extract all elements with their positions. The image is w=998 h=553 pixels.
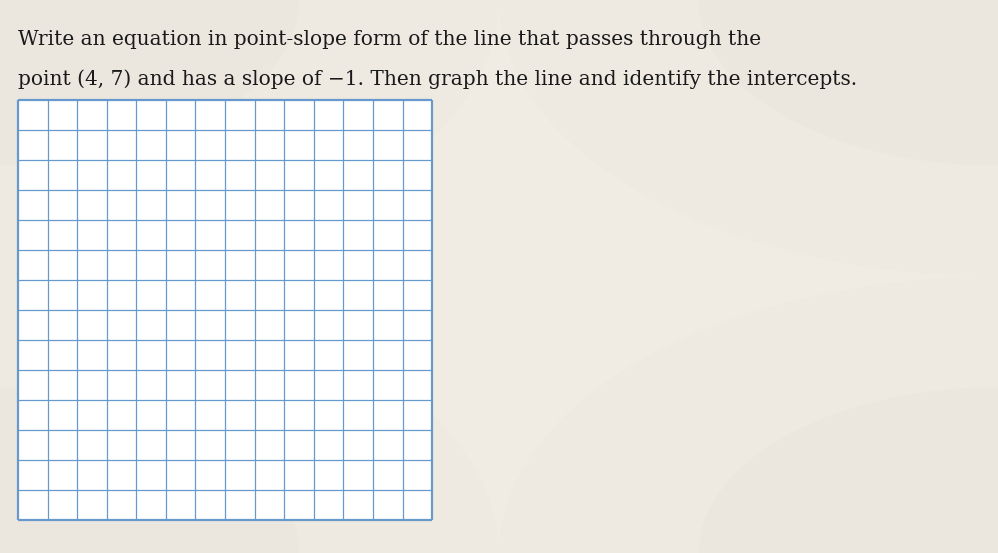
Ellipse shape <box>0 387 299 553</box>
Ellipse shape <box>699 0 998 166</box>
Ellipse shape <box>0 0 299 166</box>
Bar <box>18 100 432 520</box>
Text: point (4, 7) and has a slope of −1. Then graph the line and identify the interce: point (4, 7) and has a slope of −1. Then… <box>18 69 857 89</box>
Text: Write an equation in point-slope form of the line that passes through the: Write an equation in point-slope form of… <box>18 30 761 49</box>
Ellipse shape <box>699 387 998 553</box>
